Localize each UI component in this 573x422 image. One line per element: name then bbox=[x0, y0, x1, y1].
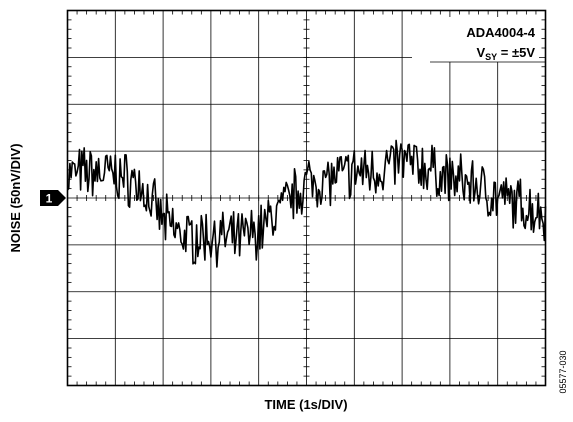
x-axis-label: TIME (1s/DIV) bbox=[264, 397, 347, 412]
y-axis-label: NOISE (50nV/DIV) bbox=[8, 143, 23, 252]
supply-voltage-label: VSY = ±5V bbox=[476, 45, 535, 62]
part-number-label: ADA4004-4 bbox=[466, 25, 535, 40]
channel-marker-arrow bbox=[40, 190, 66, 206]
channel-marker-label: 1 bbox=[46, 192, 53, 206]
figure-id: 05577-030 bbox=[558, 350, 568, 393]
noise-trace bbox=[66, 139, 547, 268]
annotation-box bbox=[412, 17, 539, 62]
channel-1-marker: 1 bbox=[40, 190, 66, 206]
